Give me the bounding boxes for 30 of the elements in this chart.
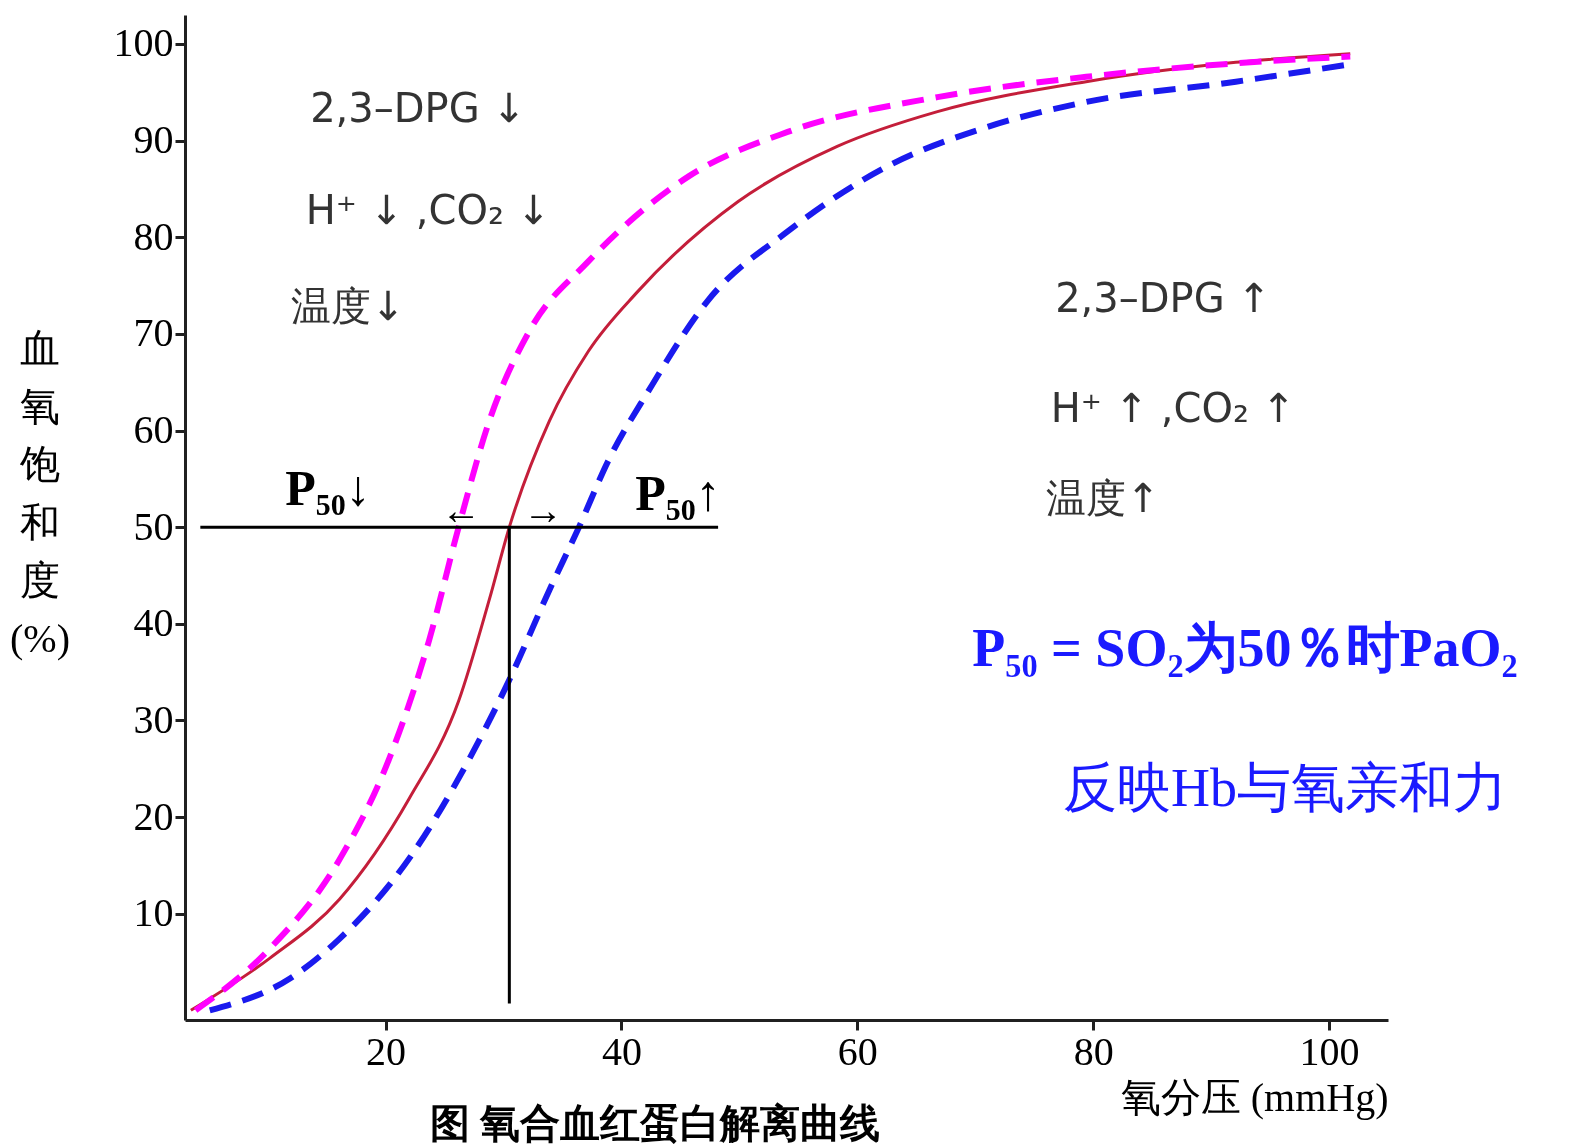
- annotation: 反映Hb与氧亲和力: [1063, 758, 1507, 818]
- y-tick-label: 10: [133, 890, 174, 936]
- y-axis-title: 血氧饱和度(%): [10, 326, 70, 661]
- annotation: 温度↑: [1046, 475, 1160, 521]
- annotation: 2,3–DPG ↓: [310, 85, 526, 131]
- x-tick-label: 20: [366, 1028, 406, 1074]
- x-tick-label: 100: [1299, 1028, 1360, 1074]
- annotation: H⁺ ↓ ,CO₂ ↓: [305, 187, 551, 233]
- y-tick-label: 100: [113, 20, 174, 66]
- x-tick-label: 40: [601, 1028, 642, 1074]
- y-tick-label: 40: [133, 600, 174, 646]
- y-tick-label: 50: [133, 503, 174, 549]
- annotation: →: [523, 488, 563, 533]
- y-tick-label: 30: [133, 696, 174, 742]
- annotation: 2,3–DPG ↑: [1055, 275, 1271, 321]
- y-tick-label: 20: [133, 793, 174, 839]
- annotation: P₅₀↑: [635, 465, 721, 521]
- annotation: P₅₀ = SO₂为50％时PaO₂: [972, 618, 1518, 678]
- y-tick-label: 90: [133, 117, 174, 163]
- y-tick-label: 60: [133, 407, 174, 453]
- x-tick-label: 60: [837, 1028, 878, 1074]
- x-axis-title: 氧分压 (mmHg): [1120, 1074, 1389, 1120]
- text: 图 氧合血红蛋白解离曲线: [430, 1101, 880, 1144]
- y-tick-label: 70: [133, 310, 174, 356]
- annotation: H⁺ ↑ ,CO₂ ↑: [1050, 385, 1296, 431]
- annotation: 温度↓: [291, 283, 405, 329]
- y-tick-label: 80: [133, 213, 174, 259]
- x-tick-label: 80: [1073, 1028, 1114, 1074]
- annotation: ←: [441, 488, 481, 533]
- annotation: P₅₀↓: [285, 460, 371, 516]
